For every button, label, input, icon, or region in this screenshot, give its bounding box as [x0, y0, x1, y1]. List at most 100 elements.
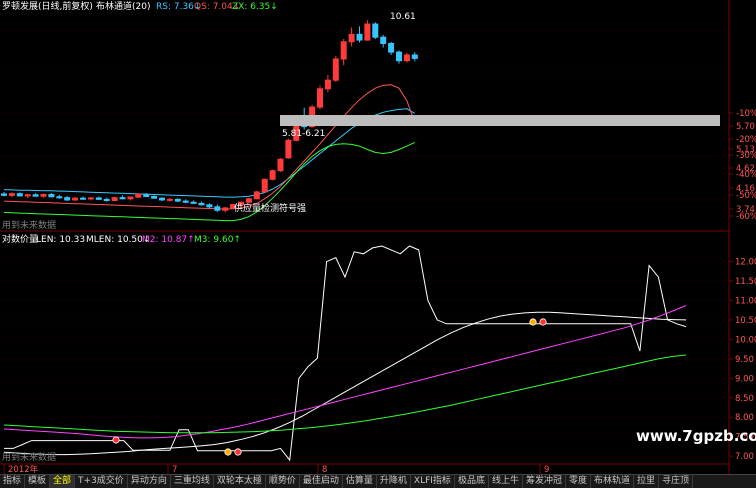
candle-body	[119, 197, 126, 200]
main-y-tick-label: -50%	[736, 191, 756, 201]
sub-y-axis: 12.00 11.50 11.00 10.50 10.00 9.50 9.00 8.50 8.0…	[729, 258, 756, 462]
candle-body	[103, 198, 110, 202]
main-legend-item: QS: 7.04↓	[194, 2, 240, 12]
sub-y-tick-label: 7.00	[735, 452, 754, 462]
sub-y-tick-label: 9.50	[735, 355, 754, 365]
candle-body	[364, 23, 371, 41]
sub-legend-item: LEN: 10.33	[36, 235, 85, 245]
candle-body	[64, 197, 71, 201]
candle-body	[182, 200, 189, 203]
main-y-tick-label: -30%	[736, 151, 756, 161]
sub-legend-item: MLEN: 10.50↓	[86, 235, 150, 245]
indicator-tab[interactable]: 最佳启动	[300, 475, 343, 488]
main-legend-item: RS: 7.36↓	[156, 2, 201, 12]
candle-body	[396, 51, 402, 62]
candle-body	[261, 178, 268, 193]
sub-line-len	[4, 245, 687, 462]
sub-y-tick-label: 8.50	[735, 394, 754, 404]
candle-body	[372, 23, 379, 38]
signal-marker	[234, 448, 242, 456]
candle-body	[380, 36, 387, 45]
indicator-tab[interactable]: 模板	[25, 475, 51, 488]
indicator-tab-bar: 指标 模板 全部 T+3成交价 异动方向 三重均线 双轮本太極 顺势价 最佳启动 估算量 升降机 XL…	[0, 474, 756, 488]
sub-y-tick-label: 7.50	[735, 433, 754, 443]
candle-body	[143, 193, 150, 197]
sub-y-tick-label: 10.50	[735, 316, 756, 326]
x-axis: 2012年 7 8 9	[3, 464, 549, 474]
candle-body	[151, 195, 158, 199]
candle-body	[411, 54, 418, 59]
candle-body	[269, 170, 276, 180]
x-tick-label: 7	[172, 465, 177, 474]
indicator-tab[interactable]: 拉里	[634, 475, 660, 488]
bollinger-bands	[3, 84, 416, 222]
indicator-tab[interactable]: 线上牛	[489, 475, 523, 488]
sub-line-m2	[3, 305, 687, 439]
indicator-tab[interactable]: 异动方向	[128, 475, 171, 488]
candle-body	[72, 197, 79, 201]
indicator-tab[interactable]: 双轮本太極	[214, 475, 266, 488]
indicator-tab[interactable]: 估算量	[343, 475, 377, 488]
main-y-tick-label: 5.13	[736, 145, 755, 155]
sub-footer-label: 用到未来数据	[2, 451, 56, 463]
sub-legend-item: M2: 10.87↑	[142, 235, 195, 245]
candle-body	[253, 191, 260, 200]
indicator-tab[interactable]: 升降机	[377, 475, 411, 488]
high-label: 10.61	[390, 12, 416, 22]
sub-legend-item: M3: 9.60↑	[194, 235, 241, 245]
main-y-tick-label: 5.70	[736, 122, 755, 132]
candle-body	[198, 202, 205, 206]
candle-body	[95, 197, 102, 200]
candle-body	[40, 193, 47, 197]
indicator-tab[interactable]: 极品底	[455, 475, 489, 488]
candle-body	[285, 139, 292, 159]
candle-body	[80, 197, 86, 200]
indicator-tab[interactable]: 指标	[0, 475, 26, 488]
main-y-tick-label: 3.74	[736, 205, 755, 215]
candle-body	[56, 196, 63, 199]
sub-grid	[0, 261, 728, 457]
x-tick-label: 9	[544, 465, 549, 474]
indicator-tab[interactable]: 顺势价	[266, 475, 300, 488]
signal-marker	[539, 318, 547, 326]
candle-body	[190, 201, 197, 204]
main-y-tick-label: 4.16	[736, 184, 755, 194]
sub-markers	[112, 318, 547, 456]
main-y-tick-label: -20%	[736, 135, 756, 145]
gap-label: 5.81-6.21	[282, 129, 325, 139]
candle-body	[24, 194, 31, 197]
candle-body	[238, 201, 244, 206]
candle-body	[403, 54, 410, 62]
candle-body	[277, 158, 284, 172]
band-line-rs	[3, 108, 416, 198]
indicator-tab[interactable]: 全部	[50, 475, 76, 488]
indicator-tab[interactable]: 三重均线	[171, 475, 214, 488]
main-y-axis: -10% 5.70 -20%5.13-30% 4.62-40% 4.16-50% 3.74…	[729, 109, 756, 222]
stock-chart[interactable]: 罗顿发展(日线,前复权) 布林通道(20) RS: 7.36↓QS: 7.04↓…	[0, 0, 756, 474]
main-grid	[0, 29, 728, 199]
main-y-tick-label: -60%	[736, 212, 756, 222]
candle-body	[159, 197, 165, 201]
sub-line-m3	[3, 354, 687, 434]
indicator-tab[interactable]: 寻庄顶	[659, 475, 694, 488]
candle-body	[87, 197, 94, 200]
main-footer-label: 用到未来数据	[2, 219, 56, 231]
candlesticks	[1, 20, 418, 213]
signal-marker	[529, 318, 537, 326]
candle-body	[174, 198, 181, 202]
watermark: www.7gpzb.com	[636, 427, 756, 445]
x-tick-label: 8	[322, 465, 327, 474]
sub-y-tick-label: 11.50	[735, 277, 756, 287]
candle-body	[222, 207, 229, 211]
candle-body	[127, 196, 134, 200]
indicator-tab[interactable]: XLFI指标	[411, 475, 455, 488]
indicator-tab[interactable]: 零度	[566, 475, 591, 488]
sub-y-tick-label: 10.00	[735, 335, 756, 345]
indicator-tab[interactable]: T+3成交价	[75, 475, 128, 488]
candle-body	[340, 41, 347, 60]
main-indicator-name: 布林通道(20)	[96, 0, 150, 12]
candle-body	[214, 206, 221, 211]
band-line-qs	[3, 84, 416, 210]
indicator-tab[interactable]: 筹发冲冠	[523, 475, 566, 488]
indicator-tab[interactable]: 布林轨道	[591, 475, 635, 488]
